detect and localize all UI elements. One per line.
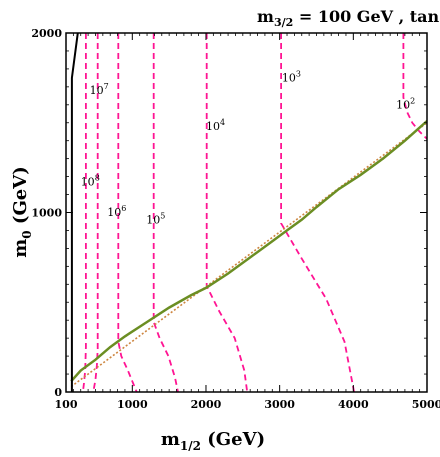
- y-tick-label: 2000: [31, 27, 62, 40]
- contour-label-10-8: 108: [81, 174, 100, 189]
- contour-line-10-5: [152, 33, 179, 392]
- contour-line-10-2: [402, 33, 427, 140]
- contour-label-10-4: 104: [206, 118, 225, 133]
- contour-label-10-7: 107: [90, 82, 109, 97]
- x-tick-label: 2000: [191, 398, 222, 411]
- x-tick-label: 1000: [117, 398, 148, 411]
- chart-title: m3/2 = 100 GeV , tan β = 10 , μ > 0: [257, 7, 440, 29]
- contour-label-10-2: 102: [396, 96, 415, 111]
- x-tick-label: 3000: [264, 398, 295, 411]
- contour-line-10-8: [82, 33, 87, 392]
- dotted-boundary-line: [70, 122, 427, 388]
- x-tick-label: 5000: [412, 398, 440, 411]
- contour-label-10-5: 105: [146, 211, 165, 226]
- y-tick-label: 1000: [31, 207, 62, 220]
- x-tick-label: 100: [55, 398, 78, 411]
- y-axis-label: m0 (GeV): [10, 166, 34, 258]
- black-boundary-line: [70, 33, 79, 392]
- contour-line-10-6: [117, 33, 138, 392]
- contour-line-10-7: [92, 33, 99, 392]
- series-layer: [70, 33, 427, 392]
- tick-layer: 100 1000 2000 3000 4000 5000 0 1000 2000: [31, 27, 440, 411]
- contour-label-10-3: 103: [282, 70, 301, 85]
- contour-line-10-4: [205, 33, 249, 392]
- contour-line-10-3: [280, 33, 355, 392]
- y-tick-label: 0: [54, 386, 62, 399]
- green-boundary-line: [70, 120, 427, 383]
- x-axis-label: m1/2 (GeV): [161, 429, 265, 453]
- contour-label-layer: 108 107 106 105 104 103 102: [81, 70, 415, 227]
- x-tick-label: 4000: [338, 398, 369, 411]
- contour-label-10-6: 106: [107, 204, 126, 219]
